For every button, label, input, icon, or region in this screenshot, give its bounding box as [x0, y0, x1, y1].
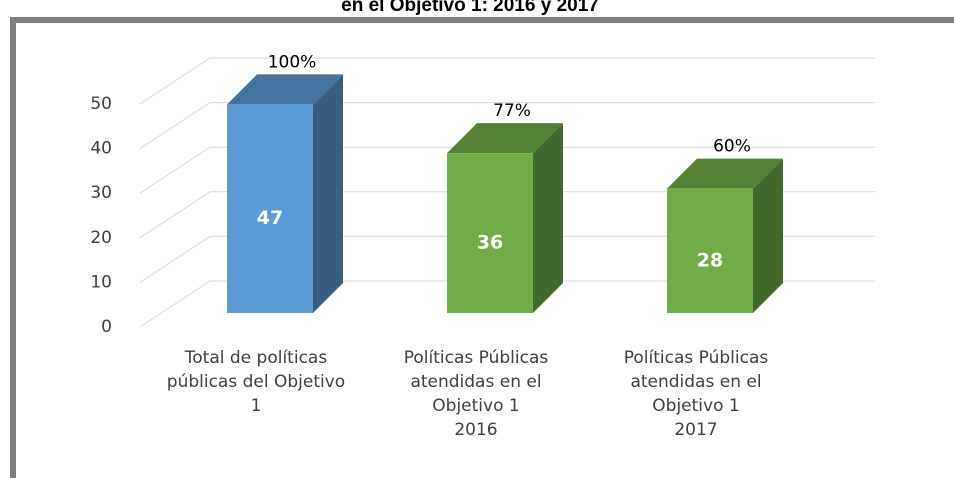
- grid-line: [139, 102, 875, 150]
- chart-title: en el Objetivo 1: 2016 y 2017: [341, 0, 599, 16]
- y-tick-label: 20: [90, 228, 112, 248]
- frame: [10, 17, 954, 478]
- bar-top: [667, 158, 783, 189]
- y-tick-label: 40: [90, 139, 112, 159]
- bar-top: [447, 123, 563, 154]
- bar-side: [753, 158, 783, 313]
- data-label: 28: [697, 249, 723, 271]
- y-tick-label: 30: [90, 183, 112, 203]
- y-tick-label: 10: [90, 272, 112, 292]
- grid-line: [139, 280, 875, 328]
- annotation: 77%: [493, 101, 531, 121]
- grid-line: [139, 146, 875, 194]
- y-tick-label: 50: [90, 94, 112, 114]
- grid-line: [139, 57, 875, 105]
- x-tick-label: Total de políticas públicas del Objetivo 1: [167, 348, 345, 416]
- y-tick-label: 0: [101, 317, 112, 337]
- bar-side: [313, 74, 343, 313]
- annotation: 100%: [268, 52, 317, 72]
- bar: [227, 104, 313, 313]
- x-tick-label: Políticas Públicas atendidas en el Objetiv…: [404, 348, 549, 440]
- annotation: 60%: [713, 137, 751, 157]
- grid-line: [139, 191, 875, 239]
- bar: [667, 188, 753, 313]
- bar-top: [227, 74, 343, 105]
- x-tick-label: Políticas Públicas atendidas en el Objetiv…: [624, 348, 769, 440]
- bar-side: [533, 123, 563, 313]
- data-label: 47: [257, 207, 283, 229]
- grid-line: [139, 235, 875, 283]
- bar: [447, 153, 533, 313]
- data-label: 36: [477, 232, 503, 254]
